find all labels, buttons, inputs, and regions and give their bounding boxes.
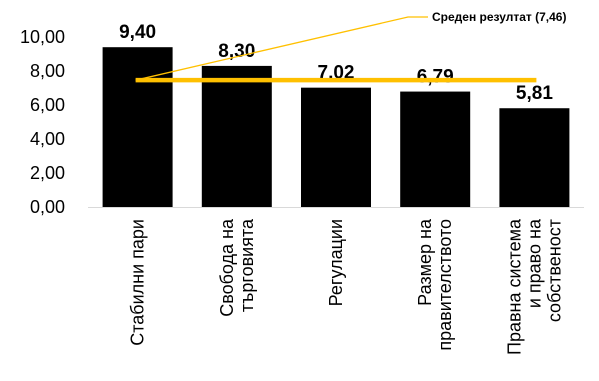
category-label-line: правителството [435, 219, 455, 351]
data-label: 8,30 [218, 41, 255, 62]
category-labels: Стабилни пари Свобода на търговията Регулац… [128, 218, 565, 355]
category-label: Стабилни пари [128, 219, 148, 346]
category-label: Правна система и право на собственост [504, 218, 564, 355]
category-label: Размер на правителството [415, 218, 455, 351]
category-label-line: търговията [237, 218, 257, 312]
category-label-line: Стабилни пари [128, 219, 148, 346]
callout-leader [135, 16, 428, 81]
bar [400, 91, 471, 207]
y-tick-label: 2,00 [30, 163, 65, 183]
data-label: 5,81 [516, 83, 553, 104]
category-label-line: и право на [524, 218, 544, 308]
bars [102, 47, 570, 208]
bar [102, 47, 173, 208]
category-label-line: Регулации [326, 219, 346, 306]
bar [301, 87, 371, 207]
data-label: 9,40 [119, 22, 156, 43]
data-label: 6,79 [417, 67, 454, 88]
category-label-line: собственост [544, 219, 564, 322]
category-label: Свобода на търговията [217, 218, 257, 317]
y-axis: 0,00 2,00 4,00 6,00 8,00 10,00 [20, 27, 65, 217]
y-tick-label: 6,00 [30, 95, 65, 115]
bar [201, 65, 272, 208]
average-line-label: Среден резултат (7,46) [432, 10, 566, 24]
y-tick-label: 8,00 [30, 61, 65, 81]
y-tick-label: 4,00 [30, 129, 65, 149]
category-label: Регулации [326, 219, 346, 306]
y-tick-label: 10,00 [20, 27, 65, 47]
average-line: Среден резултат (7,46) [135, 10, 566, 83]
bar [499, 108, 570, 207]
category-label-line: Правна система [504, 218, 524, 355]
category-label-line: Свобода на [217, 218, 237, 317]
y-tick-label: 0,00 [30, 197, 65, 217]
category-label-line: Размер на [415, 218, 435, 306]
